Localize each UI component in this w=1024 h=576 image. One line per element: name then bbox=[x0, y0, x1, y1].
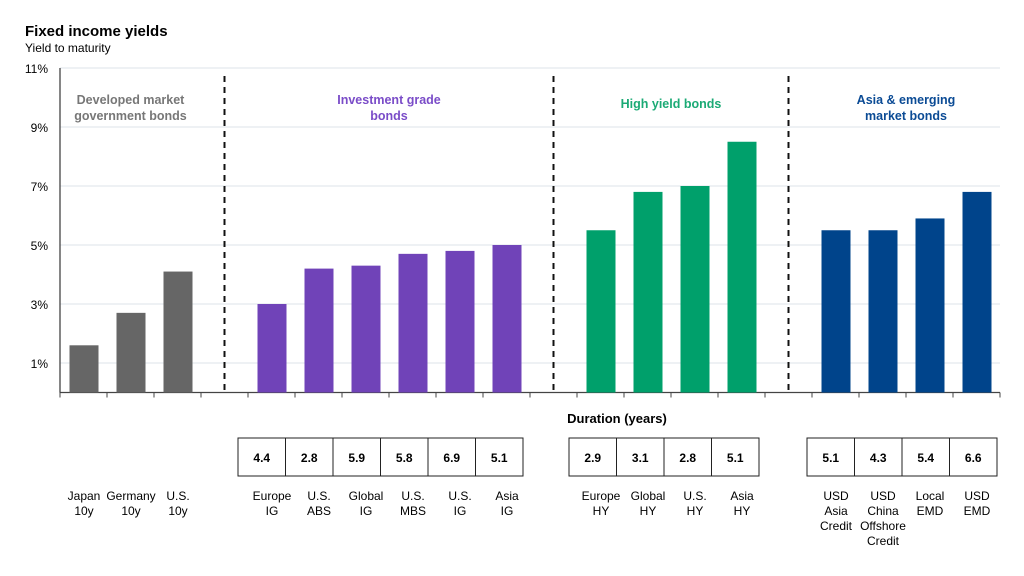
duration-box bbox=[475, 437, 524, 477]
bar-germany-10y bbox=[116, 312, 146, 393]
duration-value: 3.1 bbox=[632, 451, 649, 465]
category-label: Asia bbox=[824, 504, 848, 518]
duration-box bbox=[854, 437, 903, 477]
duration-value: 6.6 bbox=[965, 451, 982, 465]
y-tick-label: 7% bbox=[31, 180, 49, 194]
duration-value: 5.9 bbox=[348, 451, 365, 465]
group-title: Investment grade bbox=[337, 93, 441, 107]
duration-box bbox=[380, 437, 429, 477]
category-label: Asia bbox=[730, 489, 754, 503]
group-title: government bonds bbox=[74, 109, 187, 123]
category-label: 10y bbox=[74, 504, 93, 518]
category-label: IG bbox=[454, 504, 467, 518]
bar-global-hy bbox=[633, 191, 663, 393]
category-label: U.S. bbox=[401, 489, 424, 503]
category-label: U.S. bbox=[683, 489, 706, 503]
bar-global-ig bbox=[351, 265, 381, 393]
duration-value: 6.9 bbox=[443, 451, 460, 465]
group-title: bonds bbox=[370, 109, 408, 123]
chart-subtitle: Yield to maturity bbox=[25, 41, 111, 55]
y-tick-label: 11% bbox=[25, 62, 48, 76]
group-title: market bonds bbox=[865, 109, 947, 123]
category-label: Credit bbox=[820, 519, 853, 533]
duration-label: Duration (years) bbox=[567, 411, 667, 426]
duration-value: 4.3 bbox=[870, 451, 887, 465]
category-label: IG bbox=[501, 504, 514, 518]
category-label: U.S. bbox=[448, 489, 471, 503]
category-label: Global bbox=[349, 489, 384, 503]
category-label: Europe bbox=[253, 489, 292, 503]
bar-usd-china-offshore-credit bbox=[868, 230, 898, 393]
category-label: 10y bbox=[168, 504, 187, 518]
category-label: USD bbox=[870, 489, 896, 503]
bar-usd-emd bbox=[962, 191, 992, 393]
duration-value: 4.4 bbox=[253, 451, 270, 465]
category-label: Global bbox=[631, 489, 666, 503]
category-label: Credit bbox=[867, 534, 900, 548]
bar-u-s-ig bbox=[445, 250, 475, 393]
duration-box bbox=[427, 437, 476, 477]
bar-u-s-hy bbox=[680, 186, 710, 393]
category-label: China bbox=[867, 504, 899, 518]
bar-europe-hy bbox=[586, 230, 616, 393]
duration-box bbox=[285, 437, 334, 477]
group-title: Developed market bbox=[77, 93, 186, 107]
duration-value: 2.8 bbox=[301, 451, 318, 465]
duration-box bbox=[949, 437, 998, 477]
category-label: Japan bbox=[68, 489, 101, 503]
duration-value: 2.9 bbox=[584, 451, 601, 465]
duration-value: 5.8 bbox=[396, 451, 413, 465]
category-label: HY bbox=[640, 504, 657, 518]
duration-box bbox=[237, 437, 286, 477]
category-label: USD bbox=[964, 489, 990, 503]
y-tick-label: 5% bbox=[31, 239, 49, 253]
category-label: Local bbox=[916, 489, 945, 503]
y-tick-label: 9% bbox=[31, 121, 49, 135]
category-label: U.S. bbox=[166, 489, 189, 503]
category-label: EMD bbox=[917, 504, 944, 518]
category-label: HY bbox=[734, 504, 751, 518]
bar-u-s-abs bbox=[304, 268, 334, 393]
category-label: MBS bbox=[400, 504, 426, 518]
duration-box bbox=[806, 437, 855, 477]
bar-u-s-mbs bbox=[398, 253, 428, 393]
category-label: HY bbox=[687, 504, 704, 518]
category-label: 10y bbox=[121, 504, 140, 518]
duration-value: 2.8 bbox=[679, 451, 696, 465]
category-label: EMD bbox=[964, 504, 991, 518]
category-label: IG bbox=[266, 504, 279, 518]
category-label: ABS bbox=[307, 504, 331, 518]
chart-title: Fixed income yields bbox=[25, 23, 168, 40]
category-label: USD bbox=[823, 489, 849, 503]
duration-value: 5.1 bbox=[727, 451, 744, 465]
y-tick-label: 1% bbox=[31, 357, 49, 371]
category-label: IG bbox=[360, 504, 373, 518]
category-label: HY bbox=[593, 504, 610, 518]
category-label: U.S. bbox=[307, 489, 330, 503]
bar-usd-asia-credit bbox=[821, 230, 851, 393]
duration-box bbox=[711, 437, 760, 477]
category-label: Germany bbox=[106, 489, 155, 503]
bar-u-s-10y bbox=[163, 271, 193, 393]
bar-asia-ig bbox=[492, 245, 522, 393]
category-label: Asia bbox=[495, 489, 519, 503]
bar-asia-hy bbox=[727, 141, 757, 393]
group-title: Asia & emerging bbox=[857, 93, 956, 107]
duration-value: 5.1 bbox=[822, 451, 839, 465]
category-label: Europe bbox=[582, 489, 621, 503]
bar-europe-ig bbox=[257, 304, 287, 393]
duration-box bbox=[568, 437, 617, 477]
group-title: High yield bonds bbox=[621, 97, 722, 111]
category-label: Offshore bbox=[860, 519, 906, 533]
bar-local-emd bbox=[915, 218, 945, 393]
duration-box bbox=[616, 437, 665, 477]
bar-japan-10y bbox=[69, 345, 99, 393]
y-tick-label: 3% bbox=[31, 298, 49, 312]
duration-value: 5.4 bbox=[917, 451, 934, 465]
duration-value: 5.1 bbox=[491, 451, 508, 465]
